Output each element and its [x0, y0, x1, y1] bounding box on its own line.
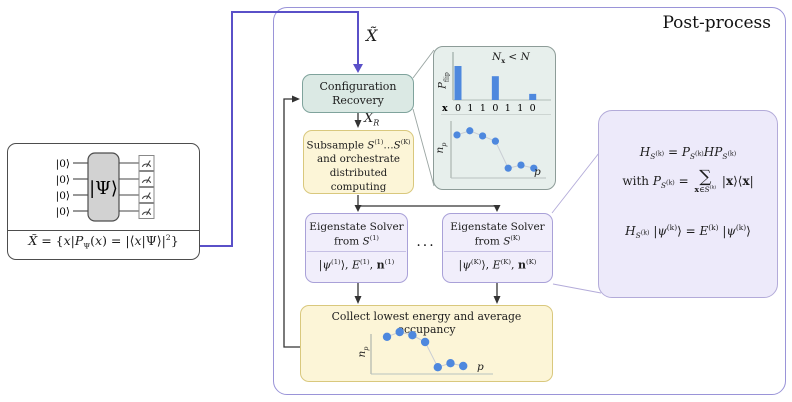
bit-value-label: 1	[505, 103, 511, 114]
configuration-recovery-box: Configuration Recovery	[302, 74, 414, 113]
equation-callout-line-bottom	[552, 283, 602, 294]
collect-results-title: Collect lowest energy and average occupa…	[331, 310, 522, 336]
measure-icon	[138, 171, 155, 187]
arrowhead	[493, 205, 501, 212]
psi-gate	[87, 152, 120, 222]
quantum-circuit-box: |0⟩ |0⟩ |0⟩ |0⟩ |Ψ⟩	[7, 143, 200, 260]
eigenstate-solver-K-title: Eigenstate Solver from S(K)	[450, 221, 545, 248]
inset-occupancy-xlabel: p	[534, 166, 541, 178]
xtilde-flow-label: X̃	[366, 26, 378, 45]
eigenstate-solver-1-title: Eigenstate Solver from S(1)	[309, 221, 404, 248]
divider	[444, 251, 551, 252]
projected-hamiltonian-callout: HS(k) = PS(k)HPS(k) with PS(k) = ∑ x∈S(k)…	[598, 110, 778, 298]
bar	[454, 66, 462, 100]
bit-value-label: 1	[467, 103, 473, 114]
scatter-point	[453, 131, 461, 139]
equation-callout-line-top	[551, 152, 600, 214]
scatter-point	[479, 132, 487, 140]
arrowhead	[354, 296, 362, 304]
quantum-circuit: |0⟩ |0⟩ |0⟩ |0⟩ |Ψ⟩	[56, 152, 155, 222]
scatter-point	[446, 359, 455, 368]
sample-flow-arrow	[199, 11, 359, 247]
collect-results-box: Collect lowest energy and average occupa…	[300, 305, 553, 382]
sample-count-note: Nx < N	[492, 51, 530, 66]
eigenstate-solver-1-box: Eigenstate Solver from S(1) |ψ(1)⟩, E(1),…	[305, 213, 408, 283]
occupancy-plot-xlabel: p	[477, 361, 484, 373]
scatter-point	[382, 332, 392, 341]
bit-value-label: 0	[492, 103, 498, 114]
qubit-label: |0⟩	[56, 190, 70, 203]
bit-value-label: 1	[517, 103, 523, 114]
eigenstate-solver-1-output: |ψ(1)⟩, E(1), n(1)	[318, 258, 395, 272]
bit-value-label: 1	[480, 103, 486, 114]
xr-flow-label: XR	[364, 111, 380, 128]
scatter-point	[433, 363, 442, 372]
eigenstate-solver-K-output: |ψ(K)⟩, E(K), n(K)	[458, 258, 537, 272]
projected-hamiltonian-equation: HS(k) = PS(k)HPS(k)	[639, 145, 737, 162]
qubit-label: |0⟩	[56, 158, 70, 171]
post-process-title: Post-process	[662, 13, 771, 33]
divider	[8, 230, 199, 231]
eigenstate-solver-K-box: Eigenstate Solver from S(K) |ψ(K)⟩, E(K),…	[442, 213, 553, 283]
eigenvalue-equation: HS(k) |ψ(k)⟩ = E(k) |ψ(k)⟩	[625, 223, 751, 241]
configuration-recovery-label-line1: Configuration	[319, 80, 397, 93]
scatter-point	[517, 161, 525, 169]
scatter-point	[491, 137, 499, 145]
inset-occupancy-ylabel: np	[433, 142, 449, 154]
subsample-box: Subsample S(1)…S(K) and orchestrate distri…	[303, 130, 414, 194]
arrowhead	[292, 95, 300, 103]
scatter-point	[459, 361, 468, 371]
flip-probability-ylabel: Pflip	[437, 72, 451, 89]
subsample-branch-line	[357, 195, 497, 207]
measure-icon	[138, 155, 155, 171]
qubit-label: |0⟩	[56, 206, 70, 219]
occupancy-plot	[370, 327, 493, 375]
measure-icon	[138, 203, 155, 219]
sampling-set-equation: X̃ = {x|PΨ(x) = |⟨x|Ψ⟩|2}	[28, 233, 179, 251]
feedback-loop-line	[283, 98, 300, 348]
bar	[529, 93, 537, 100]
scatter-point	[420, 337, 430, 347]
occupancy-plot-ylabel: np	[355, 346, 371, 358]
arrowhead	[354, 120, 362, 128]
configuration-recovery-label-line2: Recovery	[332, 94, 384, 108]
ellipsis-dots: ···	[416, 238, 436, 254]
psi-gate-label: |Ψ⟩	[89, 178, 118, 199]
bit-value-label: 0	[455, 103, 461, 114]
post-process-container: Post-process	[273, 7, 786, 395]
scatter-point	[466, 127, 474, 135]
divider	[307, 251, 406, 252]
sample-flow-arrowhead	[353, 64, 363, 73]
scatter-point	[408, 331, 417, 340]
inset-callout-line-bottom	[412, 108, 435, 187]
qubit-label: |0⟩	[56, 174, 70, 187]
scatter-point	[530, 164, 538, 172]
scatter-point	[504, 164, 512, 172]
bit-value-label: 0	[530, 103, 536, 114]
bar	[491, 76, 499, 100]
inset-callout-line-top	[412, 49, 435, 79]
measure-icon	[138, 187, 155, 203]
arrowhead	[493, 296, 501, 304]
scatter-point	[395, 327, 404, 337]
bar-x-axis-label: x	[442, 103, 448, 114]
projector-definition-equation: with PS(k) = ∑ x∈S(k) |x⟩⟨x|	[622, 167, 754, 194]
arrowhead	[354, 205, 362, 212]
